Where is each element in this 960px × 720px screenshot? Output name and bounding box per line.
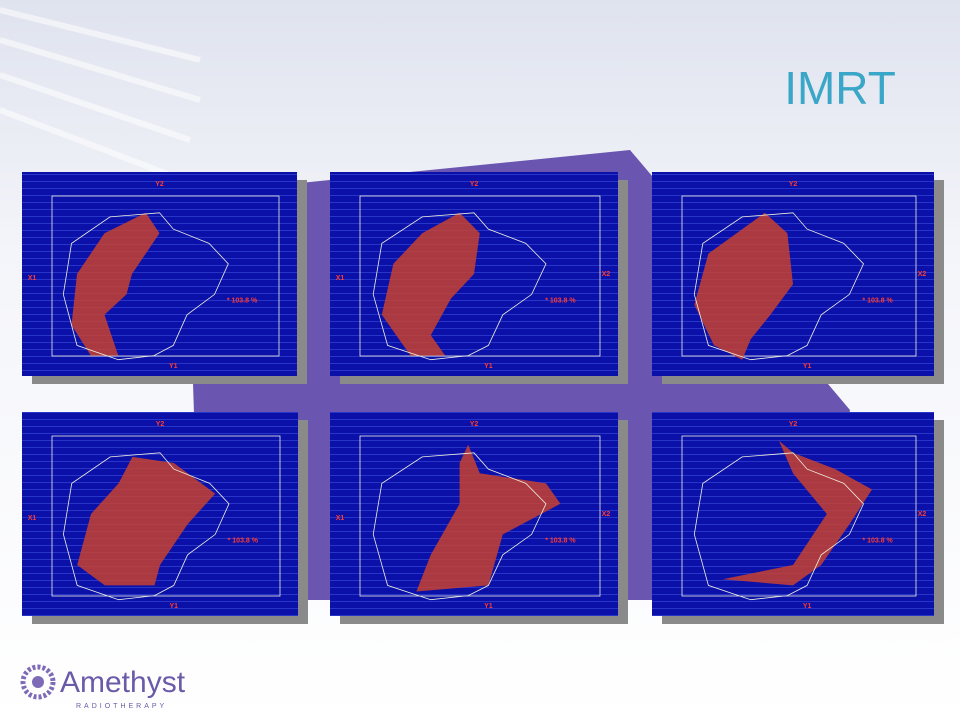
logo-mark xyxy=(32,676,44,688)
beam-panel: Y2 Y1 X1 X2 * 103.8 % xyxy=(330,412,628,624)
panel-group: Y2 Y1 X1 * 103.8 % Y2 Y1 X1 X2 * 103.8 % Y2 Y1 X2 * … xyxy=(22,172,944,624)
panel-label: Y1 xyxy=(169,363,178,370)
logo-tagline: RADIOTHERAPY xyxy=(76,703,167,710)
panel-label: * 103.8 % xyxy=(545,537,576,544)
dose-region xyxy=(71,212,160,356)
panel-label: X2 xyxy=(602,271,611,278)
panel-label: Y1 xyxy=(803,603,812,610)
beam-panel: Y2 Y1 X2 * 103.8 % xyxy=(652,412,944,624)
panel-label: * 103.8 % xyxy=(862,537,893,544)
jaw-outline xyxy=(359,435,601,597)
jaw-outline xyxy=(359,195,601,357)
panel-label: * 103.8 % xyxy=(862,297,893,304)
panel-label: Y1 xyxy=(170,603,179,610)
panel-field xyxy=(22,172,297,376)
panel-label: Y1 xyxy=(484,363,493,370)
dose-region xyxy=(77,456,216,586)
logo-name: Amethyst xyxy=(60,666,186,699)
jaw-outline xyxy=(51,435,281,597)
panel-label: X2 xyxy=(918,511,927,518)
panel-label: Y2 xyxy=(789,421,798,428)
panel-label: X1 xyxy=(336,515,345,522)
panel-label: X1 xyxy=(336,275,345,282)
jaw-outline xyxy=(51,195,280,357)
panel-label: X1 xyxy=(28,275,37,282)
dose-region xyxy=(416,444,561,592)
jaw-outline xyxy=(681,435,917,597)
panel-label: Y2 xyxy=(155,181,164,188)
panel-label: Y2 xyxy=(470,421,479,428)
slide-title: IMRT xyxy=(784,62,896,114)
panel-field xyxy=(652,172,934,376)
panel-label: Y2 xyxy=(470,181,479,188)
beam-panel: Y2 Y1 X1 * 103.8 % xyxy=(22,172,307,384)
mlc-outline xyxy=(62,452,230,601)
jaw-outline xyxy=(681,195,917,357)
beam-panel: Y2 Y1 X2 * 103.8 % xyxy=(652,172,944,384)
ray-decoration xyxy=(0,7,960,720)
panel-label: X2 xyxy=(602,511,611,518)
mlc-outline xyxy=(372,452,547,601)
beam-panel: Y2 Y1 X1 * 103.8 % xyxy=(22,412,308,624)
dose-region xyxy=(694,212,793,360)
mlc-outline xyxy=(693,212,864,361)
panel-label: Y2 xyxy=(789,181,798,188)
panel-label: Y2 xyxy=(156,421,165,428)
mlc-outline xyxy=(693,452,864,601)
mlc-outline xyxy=(372,212,547,361)
panel-label: Y1 xyxy=(484,603,493,610)
panel-label: * 103.8 % xyxy=(227,297,258,304)
logo-mark xyxy=(20,664,56,700)
panel-label: Y1 xyxy=(803,363,812,370)
panel-label: X2 xyxy=(918,271,927,278)
panel-label: * 103.8 % xyxy=(545,297,576,304)
panel-label: X1 xyxy=(28,515,37,522)
mlc-outline xyxy=(62,212,229,361)
dose-region xyxy=(381,212,480,356)
dose-region xyxy=(722,440,872,586)
beam-panel: Y2 Y1 X1 X2 * 103.8 % xyxy=(330,172,628,384)
logo: Amethyst RADIOTHERAPY xyxy=(20,664,186,710)
panel-label: * 103.8 % xyxy=(228,537,259,544)
